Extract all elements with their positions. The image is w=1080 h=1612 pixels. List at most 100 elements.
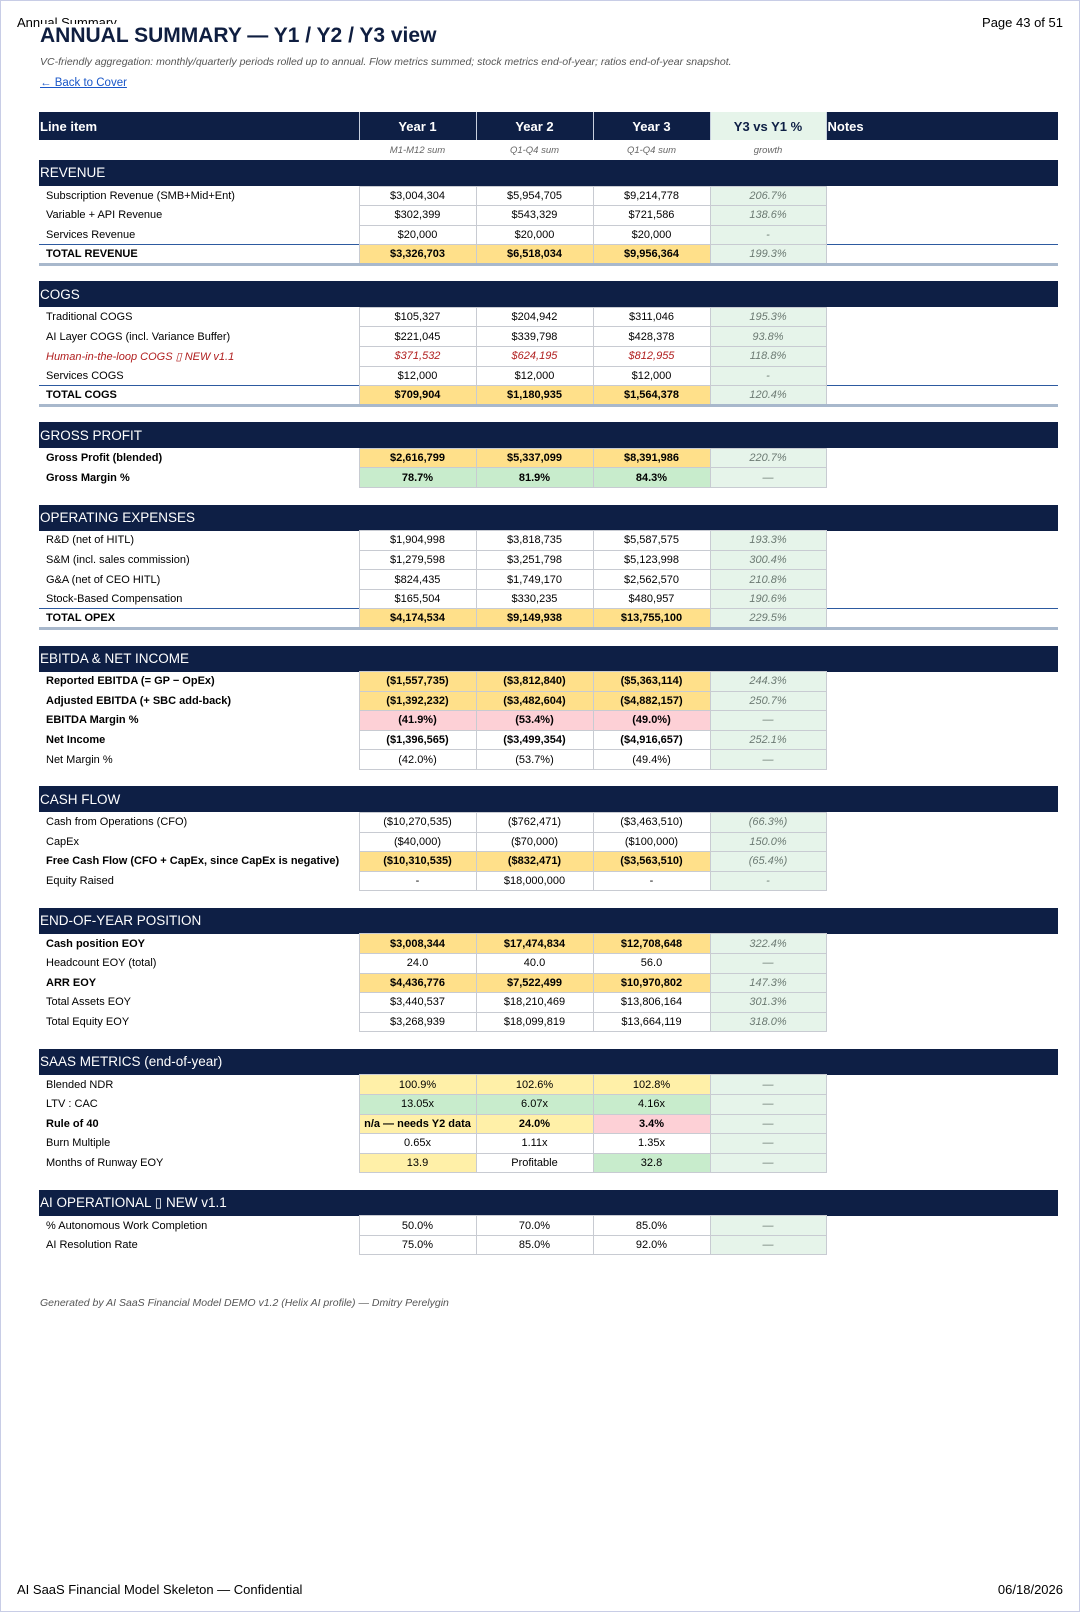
cell-growth: 318.0% xyxy=(709,1011,827,1033)
cell-year-2: $543,329 xyxy=(475,205,594,226)
column-header-year-3: Year 3 xyxy=(593,112,711,140)
cell-notes xyxy=(826,307,1058,327)
section-title: AI OPERATIONAL ▯ NEW v1.1 xyxy=(39,1189,1058,1216)
row-label: TOTAL COGS xyxy=(39,385,359,407)
cell-notes xyxy=(826,1075,1058,1095)
cell-year-1: $4,174,534 xyxy=(358,608,477,630)
table-row: Traditional COGS $105,327 $204,942 $311,046… xyxy=(39,306,1058,328)
cell-growth: — xyxy=(709,710,827,731)
cell-year-1: $824,435 xyxy=(358,569,477,590)
row-label: Total Assets EOY xyxy=(46,996,131,1009)
table-row: AI Resolution Rate 75.0% 85.0% 92.0% — xyxy=(39,1234,1058,1256)
cell-year-2: $18,210,469 xyxy=(475,992,594,1013)
section-title: GROSS PROFIT xyxy=(39,422,1058,449)
cell-year-2: $1,749,170 xyxy=(475,569,594,590)
table-row: Months of Runway EOY 13.9 Profitable 32.8— xyxy=(39,1152,1058,1174)
row-label: Gross Profit (blended) xyxy=(46,452,163,465)
cell-year-2: $330,235 xyxy=(475,588,594,610)
cell-notes xyxy=(826,448,1058,468)
table-row: TOTAL COGS $709,904 $1,180,935 $1,564,378 12… xyxy=(39,385,1058,407)
subheader-year-1: M1-M12 sum xyxy=(389,144,446,156)
row-label: Cash from Operations (CFO) xyxy=(46,816,188,829)
table-row: Cash from Operations (CFO) ($10,270,535)(… xyxy=(39,811,1058,833)
table-row: Reported EBITDA (= GP − OpEx) ($1,557,735… xyxy=(39,671,1058,692)
table-row: R&D (net of HITL) $1,904,998 $3,818,735 $5,… xyxy=(39,530,1058,551)
cell-year-2: 81.9% xyxy=(475,467,594,489)
cell-growth: 199.3% xyxy=(709,244,827,266)
table-row: LTV : CAC 13.05x 6.07x 4.16x — xyxy=(39,1093,1058,1115)
row-label: Stock-Based Compensation xyxy=(46,592,183,605)
cell-growth: 301.3% xyxy=(709,992,827,1013)
cell-growth: 120.4% xyxy=(709,385,827,407)
table-row: CapEx ($40,000) ($70,000) ($100,000) 150.0% xyxy=(39,831,1058,853)
cell-year-3: ($4,882,157) xyxy=(592,690,711,712)
cell-year-3: $13,806,164 xyxy=(592,992,711,1013)
table-row: Total Assets EOY $3,440,537 $18,210,469 $13… xyxy=(39,992,1058,1013)
section-title: SAAS METRICS (end-of-year) xyxy=(39,1048,1058,1075)
cell-year-3: $12,708,648 xyxy=(592,933,711,954)
cell-notes xyxy=(826,934,1058,954)
cell-year-1: - xyxy=(358,870,477,892)
row-label: Total Equity EOY xyxy=(46,1016,130,1029)
row-label: G&A (net of CEO HITL) xyxy=(46,573,161,586)
cell-notes xyxy=(826,531,1058,551)
row-label: AI Layer COGS (incl. Variance Buffer) xyxy=(46,330,231,343)
page-title: ANNUAL SUMMARY — Y1 / Y2 / Y3 view xyxy=(40,24,443,48)
row-label: CapEx xyxy=(46,835,80,848)
cell-notes xyxy=(826,468,1058,488)
table-row: Total Equity EOY $3,268,939 $18,099,819 $13… xyxy=(39,1011,1058,1033)
cell-growth: 138.6% xyxy=(709,205,827,226)
cell-year-2: 1.11x xyxy=(475,1133,594,1154)
table-row: Net Margin % (42.0%) (53.7%) (49.4%) — xyxy=(39,749,1058,770)
cell-year-1: (41.9%) xyxy=(358,710,477,731)
cell-year-3: 3.4% xyxy=(592,1113,711,1135)
cell-year-1: $3,008,344 xyxy=(358,933,477,954)
cell-notes xyxy=(826,711,1058,731)
cell-year-1: ($40,000) xyxy=(358,831,477,853)
table-row: G&A (net of CEO HITL) $824,435 $1,749,170 $… xyxy=(39,569,1058,590)
cell-year-3: 92.0% xyxy=(592,1234,711,1256)
cell-year-1: $709,904 xyxy=(358,385,477,407)
section-spacer xyxy=(39,891,1058,908)
table-row: Subscription Revenue (SMB+Mid+Ent) $3,004… xyxy=(39,185,1058,207)
cell-year-1: $371,532 xyxy=(358,346,477,367)
cell-notes xyxy=(826,1235,1058,1255)
column-header-row: Line item Year 1 Year 2 Year 3 Y3 vs Y1 … xyxy=(39,112,1058,140)
cell-year-1: 78.7% xyxy=(358,467,477,489)
cell-growth: — xyxy=(709,467,827,489)
cell-notes xyxy=(826,832,1058,852)
cell-growth: 229.5% xyxy=(709,608,827,630)
subheader-year-2: Q1-Q4 sum xyxy=(509,144,560,156)
cell-year-3: ($100,000) xyxy=(592,831,711,853)
row-label: Net Margin % xyxy=(46,753,113,766)
section-header-row: GROSS PROFIT xyxy=(39,422,1058,449)
cell-growth: - xyxy=(709,870,827,892)
cell-notes xyxy=(826,750,1058,770)
cell-growth: — xyxy=(709,749,827,770)
cell-growth: - xyxy=(709,365,827,387)
row-label: Adjusted EBITDA (+ SBC add-back) xyxy=(46,694,232,707)
cell-notes xyxy=(826,812,1058,832)
row-label: ARR EOY xyxy=(46,976,97,989)
cell-year-3: (49.4%) xyxy=(592,749,711,770)
section-title: COGS xyxy=(39,281,1058,308)
cell-year-3: 56.0 xyxy=(592,952,711,974)
table-row: Burn Multiple 0.65x 1.11x 1.35x — xyxy=(39,1133,1058,1154)
cell-year-3: ($3,463,510) xyxy=(592,811,711,833)
row-label: AI Resolution Rate xyxy=(46,1239,138,1252)
cell-year-3: $5,587,575 xyxy=(592,530,711,551)
cell-notes xyxy=(826,973,1058,993)
back-to-cover-link[interactable]: ← Back to Cover xyxy=(40,77,127,89)
cell-year-1: 50.0% xyxy=(358,1215,477,1236)
row-label: Variable + API Revenue xyxy=(46,209,163,222)
table-row: Human-in-the-loop COGS ▯ NEW v1.1 $371,53… xyxy=(39,346,1058,367)
cell-year-1: $3,004,304 xyxy=(358,185,477,207)
cell-year-2: (53.7%) xyxy=(475,749,594,770)
cell-year-1: 24.0 xyxy=(358,952,477,974)
cell-notes xyxy=(826,608,1058,630)
cell-year-2: $12,000 xyxy=(475,365,594,387)
cell-year-2: $5,337,099 xyxy=(475,447,594,469)
row-label: Blended NDR xyxy=(46,1078,114,1091)
cell-notes xyxy=(826,953,1058,973)
cell-year-3: 1.35x xyxy=(592,1133,711,1154)
